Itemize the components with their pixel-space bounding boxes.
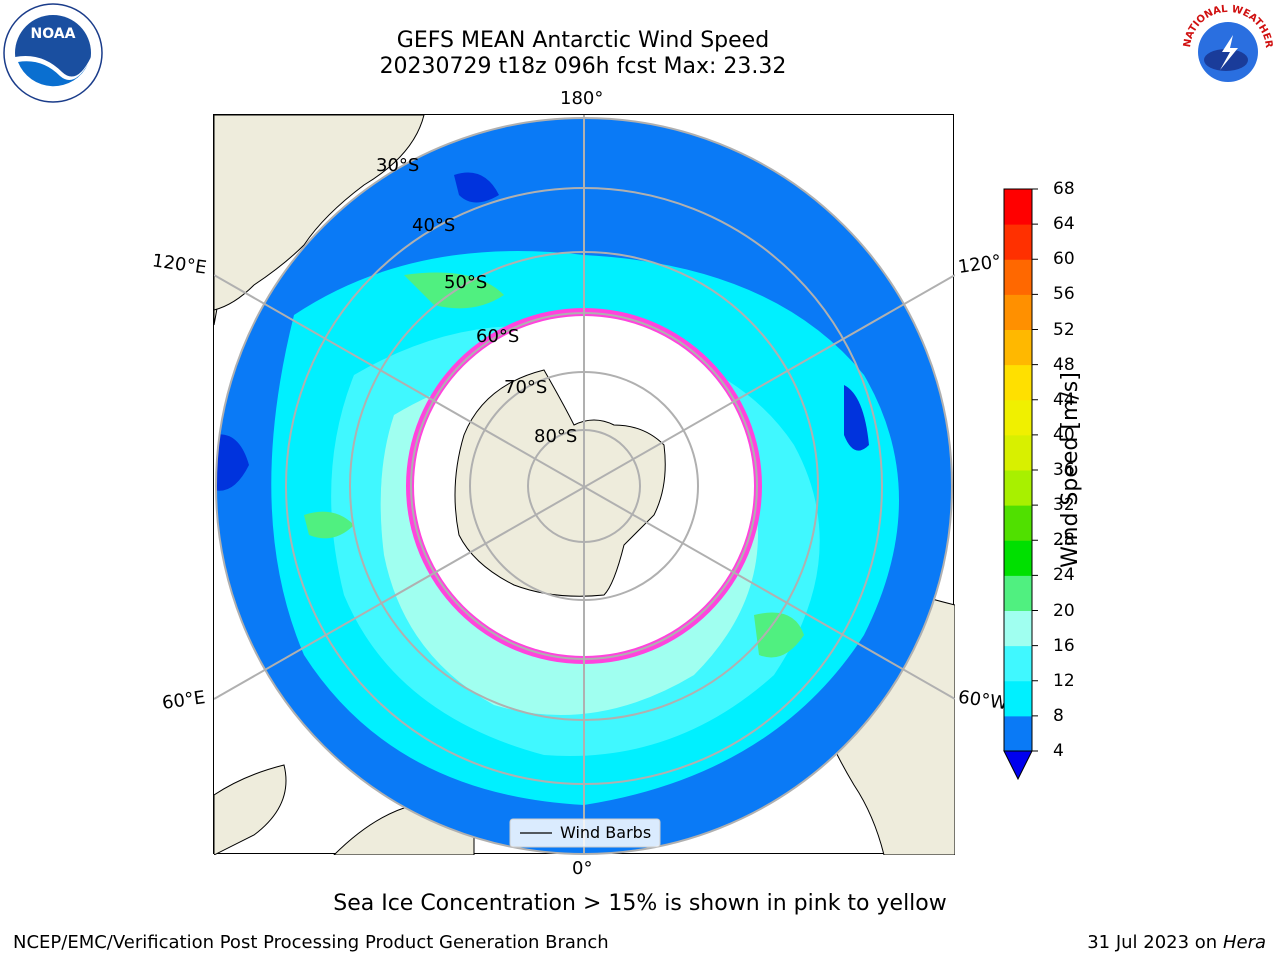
- colorbar-segment: [1004, 364, 1032, 401]
- colorbar-segment: [1004, 189, 1032, 225]
- lon-label-180: 180°: [560, 88, 604, 109]
- colorbar-tick-label: 44: [1053, 389, 1075, 410]
- chart-title: GEFS MEAN Antarctic Wind Speed: [396, 28, 770, 53]
- footer-date-text: 31 Jul 2023 on: [1087, 932, 1218, 953]
- colorbar-segment: [1004, 399, 1032, 436]
- colorbar-segment: [1004, 540, 1032, 576]
- colorbar-tick-label: 28: [1053, 530, 1075, 551]
- colorbar-segment: [1004, 505, 1032, 541]
- africa-land: [214, 764, 287, 855]
- lat-label-70s: 70°S: [504, 377, 547, 398]
- colorbar-segment: [1004, 680, 1032, 717]
- lon-label-120e: 120°E: [150, 250, 208, 279]
- colorbar-tick-label: 24: [1053, 565, 1075, 586]
- antarctica-land: [454, 369, 666, 597]
- colorbar-tick-label: 56: [1053, 284, 1075, 305]
- colorbar-tick-label: 36: [1053, 460, 1075, 480]
- colorbar-tick-label: 60: [1053, 249, 1075, 270]
- legend-label: Wind Barbs: [560, 823, 651, 842]
- polar-map: 30°S 40°S 50°S 60°S 70°S 80°S Wind Barbs: [214, 115, 955, 855]
- colorbar-segment: [1004, 575, 1032, 611]
- colorbar-segment: [1004, 434, 1032, 471]
- colorbar: [1003, 188, 1038, 781]
- lat-label-30s: 30°S: [376, 155, 419, 176]
- colorbar-segment: [1004, 645, 1032, 682]
- lat-label-50s: 50°S: [444, 272, 487, 293]
- colorbar-segment: [1004, 470, 1032, 506]
- colorbar-tick-label: 68: [1053, 179, 1075, 199]
- noaa-logo: NOAA: [3, 3, 103, 103]
- colorbar-title: Wind Speed [m/s]: [1058, 372, 1083, 568]
- lon-label-120w: 120°: [956, 251, 1003, 278]
- sea-ice-note: Sea Ice Concentration > 15% is shown in …: [333, 891, 947, 916]
- colorbar-tick-label: 20: [1053, 600, 1075, 621]
- colorbar-segment: [1004, 259, 1032, 295]
- legend: Wind Barbs: [509, 818, 661, 848]
- colorbar-tick-label: 40: [1053, 424, 1075, 445]
- footer-host: Hera: [1222, 932, 1266, 953]
- lon-label-60e: 60°E: [160, 687, 207, 714]
- nws-logo: NATIONAL WEATHER SERVICE: [1178, 0, 1276, 98]
- lon-label-0: 0°: [572, 858, 593, 879]
- footer-date: 31 Jul 2023 on Hera: [1087, 932, 1266, 953]
- colorbar-segment: [1004, 610, 1032, 647]
- colorbar-tick-label: 4: [1053, 741, 1064, 761]
- colorbar-tick-label: 32: [1053, 495, 1075, 516]
- map-frame: 30°S 40°S 50°S 60°S 70°S 80°S Wind Barbs: [213, 114, 955, 855]
- colorbar-segment: [1004, 224, 1032, 260]
- colorbar-tick-label: 52: [1053, 319, 1075, 340]
- colorbar-tick-label: 8: [1053, 705, 1064, 726]
- lat-label-80s: 80°S: [534, 426, 577, 447]
- colorbar-segment: [1004, 715, 1032, 752]
- colorbar-tick-label: 16: [1053, 635, 1075, 656]
- colorbar-segment: [1004, 329, 1032, 366]
- footer-credit: NCEP/EMC/Verification Post Processing Pr…: [13, 932, 609, 953]
- colorbar-under-arrow: [1003, 750, 1033, 781]
- lat-label-40s: 40°S: [412, 215, 455, 236]
- lat-label-60s: 60°S: [476, 326, 519, 347]
- colorbar-segment: [1004, 294, 1032, 330]
- australia-se-land: [214, 115, 425, 311]
- chart-subtitle: 20230729 t18z 096h fcst Max: 23.32: [379, 54, 787, 79]
- colorbar-tick-label: 48: [1053, 354, 1075, 375]
- svg-text:NOAA: NOAA: [31, 26, 76, 42]
- colorbar-tick-label: 64: [1053, 214, 1075, 235]
- colorbar-tick-label: 12: [1053, 670, 1075, 691]
